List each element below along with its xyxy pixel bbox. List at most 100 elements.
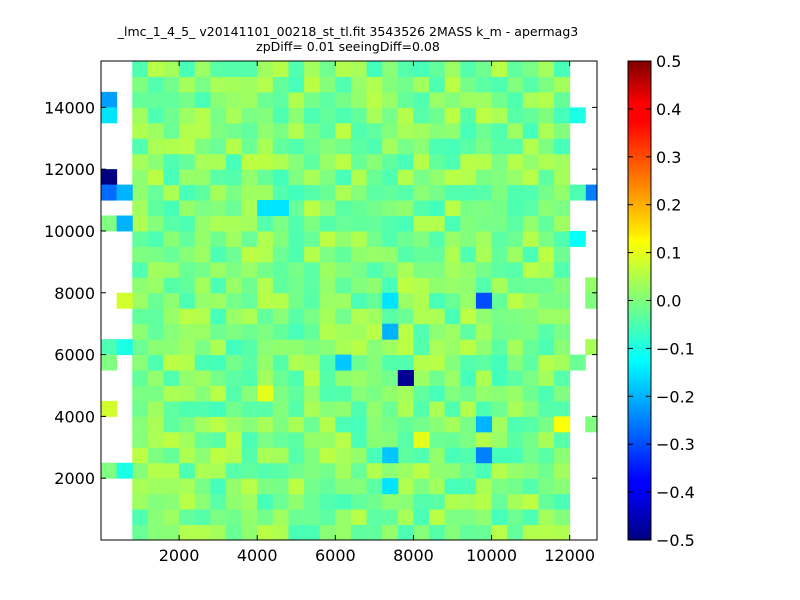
heatmap-cell [179, 169, 196, 186]
heatmap-cell [491, 493, 508, 510]
heatmap-cell [460, 400, 477, 417]
heatmap-cell [147, 76, 164, 93]
heatmap-cell-outlier [585, 292, 597, 309]
heatmap-cell [460, 385, 477, 402]
heatmap-cell [554, 370, 571, 386]
heatmap-cell [538, 122, 555, 139]
heatmap-cell [272, 169, 289, 186]
heatmap-cell [225, 200, 243, 217]
heatmap-cell [366, 261, 383, 278]
heatmap-cell [460, 107, 477, 124]
heatmap-cell [382, 200, 399, 217]
heatmap-cell [147, 323, 164, 340]
heatmap-cell [491, 509, 508, 526]
heatmap-cell [210, 76, 227, 93]
heatmap-cell [382, 169, 399, 186]
heatmap-cell [257, 61, 274, 77]
heatmap-cell [257, 478, 274, 495]
heatmap-cell [460, 153, 477, 170]
heatmap-cell [554, 308, 571, 325]
heatmap-cell [444, 138, 461, 155]
heatmap-cell [429, 323, 446, 340]
heatmap-cell [554, 215, 571, 232]
heatmap-cell [554, 200, 571, 217]
heatmap-cell [163, 431, 180, 448]
heatmap-cell [319, 76, 336, 93]
heatmap-cell [304, 107, 321, 124]
heatmap-cell [179, 230, 196, 247]
heatmap-cell [460, 431, 477, 448]
heatmap-cell [335, 153, 352, 170]
heatmap-cell [522, 400, 539, 417]
heatmap-cell [304, 91, 321, 108]
heatmap-cell [257, 462, 274, 479]
heatmap-cell [350, 323, 368, 340]
heatmap-cell [397, 493, 414, 510]
chart-title: _lmc_1_4_5_ v20141101_00218_st_tl.fit 35… [0, 24, 696, 54]
heatmap-cell [397, 61, 414, 77]
heatmap-cell [272, 354, 289, 371]
heatmap-cell [335, 215, 352, 232]
heatmap-cell [350, 524, 368, 540]
heatmap-cell [444, 462, 461, 479]
heatmap-cell [335, 200, 352, 217]
heatmap-cell [210, 370, 227, 386]
heatmap-cell [335, 323, 352, 340]
heatmap-cell [179, 462, 196, 479]
heatmap-cell [554, 400, 571, 417]
heatmap-cell [554, 509, 571, 526]
heatmap-cell [225, 91, 243, 108]
heatmap-cell [147, 308, 164, 325]
heatmap-cell [507, 61, 524, 77]
heatmap-cell [413, 200, 430, 217]
heatmap-cell [288, 400, 305, 417]
heatmap-cell [538, 184, 555, 201]
heatmap-cell [350, 354, 368, 371]
heatmap-cell [163, 292, 180, 309]
heatmap-cell [257, 230, 274, 247]
heatmap-cell [225, 431, 243, 448]
heatmap-cell [382, 277, 399, 294]
heatmap-cell [366, 277, 383, 294]
heatmap-cell [179, 184, 196, 201]
heatmap-cell [210, 509, 227, 526]
heatmap-cell [475, 323, 493, 340]
heatmap-cell [147, 339, 164, 356]
heatmap-cell [350, 215, 368, 232]
heatmap-cell [194, 524, 211, 540]
heatmap-cell [413, 292, 430, 309]
heatmap-cell [225, 385, 243, 402]
heatmap-cell [538, 230, 555, 247]
heatmap-cell [382, 246, 399, 263]
heatmap-cell [241, 370, 258, 386]
heatmap-cell [147, 509, 164, 526]
heatmap-cell [163, 107, 180, 124]
heatmap-cell [194, 354, 211, 371]
heatmap-cell [350, 370, 368, 386]
heatmap-cell [288, 524, 305, 540]
heatmap-cell [304, 400, 321, 417]
heatmap-cell [163, 323, 180, 340]
heatmap-cell [366, 447, 383, 464]
heatmap-cell [147, 246, 164, 263]
heatmap-cell [397, 416, 414, 433]
heatmap-cell [335, 230, 352, 247]
heatmap-cell [413, 462, 430, 479]
heatmap-cell [522, 292, 539, 309]
heatmap-cell [507, 91, 524, 108]
heatmap-cell [132, 277, 149, 294]
heatmap-cell [210, 153, 227, 170]
heatmap-cell [366, 169, 383, 186]
heatmap-cell [491, 277, 508, 294]
heatmap-cell [179, 370, 196, 386]
y-tick-label: 4000 [54, 407, 95, 426]
heatmap-cell [132, 107, 149, 124]
heatmap-cell [241, 76, 258, 93]
heatmap-cell [147, 431, 164, 448]
heatmap-cell [210, 122, 227, 139]
heatmap-cell [257, 308, 274, 325]
heatmap-cell [350, 292, 368, 309]
heatmap-cell [491, 76, 508, 93]
heatmap-cell [350, 261, 368, 278]
heatmap-cell [366, 509, 383, 526]
